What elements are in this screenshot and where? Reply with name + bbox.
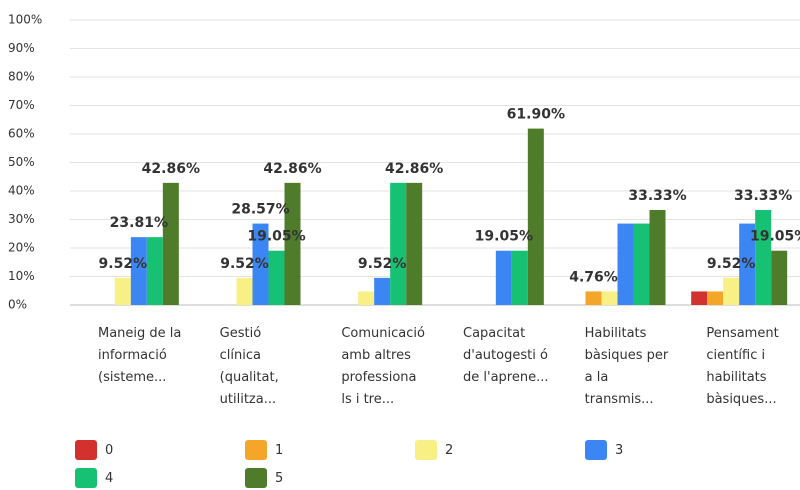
x-tick-label: Maneig de la informació (sisteme...: [98, 326, 182, 385]
y-tick-label: 60%: [8, 127, 35, 141]
bar: [236, 277, 253, 305]
legend-swatch: [75, 468, 97, 488]
legend-swatch: [245, 468, 267, 488]
bar: [601, 291, 618, 305]
y-tick-label: 90%: [8, 41, 35, 55]
bar: [617, 223, 634, 305]
y-tick-label: 100%: [8, 13, 42, 27]
legend-item: 1: [245, 440, 283, 460]
bar: [358, 291, 375, 305]
legend-swatch: [585, 440, 607, 460]
x-tick-label: Habilitats bàsiques per a la transmis...: [584, 326, 669, 407]
legend-label: 2: [445, 442, 454, 458]
legend-item: 0: [75, 440, 113, 460]
data-label: 9.52%: [707, 256, 756, 272]
x-tick-label: Pensament científic i habilitats bàsique…: [706, 326, 779, 407]
bar: [723, 277, 740, 305]
legend-item: 3: [585, 440, 623, 460]
data-label: 28.57%: [231, 202, 289, 218]
data-label: 4.76%: [569, 269, 618, 285]
bar: [755, 210, 772, 305]
bar: [146, 237, 163, 305]
bar: [649, 210, 666, 305]
bar: [406, 182, 423, 305]
bar: [390, 182, 407, 305]
data-label: 42.86%: [385, 161, 443, 177]
legend-label: 1: [275, 442, 284, 458]
y-tick-label: 40%: [8, 184, 35, 198]
y-tick-label: 70%: [8, 98, 35, 112]
legend-swatch: [415, 440, 437, 460]
legend-label: 4: [105, 470, 114, 486]
data-label: 9.52%: [358, 256, 407, 272]
bar: [114, 277, 131, 305]
legend-label: 0: [105, 442, 114, 458]
x-tick-label: Capacitat d'autogesti ó de l'aprene...: [463, 326, 549, 385]
data-label: 61.90%: [507, 107, 565, 123]
x-tick-label: Gestió clínica (qualitat, utilitza...: [219, 326, 279, 407]
x-tick-label: Comunicació amb altres professiona ls i …: [341, 326, 425, 407]
y-tick-label: 30%: [8, 212, 35, 226]
legend-swatch: [245, 440, 267, 460]
bar: [495, 250, 512, 305]
bar: [771, 250, 788, 305]
bar: [739, 223, 756, 305]
bar: [252, 223, 269, 305]
bar: [511, 250, 528, 305]
legend-item: 5: [245, 468, 283, 488]
data-label: 19.05%: [475, 229, 533, 245]
bar: [707, 291, 724, 305]
data-label: 33.33%: [734, 188, 792, 204]
y-tick-label: 0%: [8, 298, 27, 312]
legend-swatch: [75, 440, 97, 460]
y-tick-label: 10%: [8, 269, 35, 283]
data-label: 42.86%: [142, 161, 200, 177]
y-tick-label: 20%: [8, 241, 35, 255]
y-tick-label: 50%: [8, 155, 35, 169]
data-label: 33.33%: [628, 188, 686, 204]
data-label: 9.52%: [99, 256, 148, 272]
data-label: 19.05%: [750, 229, 800, 245]
y-tick-label: 80%: [8, 70, 35, 84]
data-label: 42.86%: [263, 161, 321, 177]
legend-item: 4: [75, 468, 113, 488]
bar: [268, 250, 285, 305]
legend-label: 3: [615, 442, 624, 458]
data-label: 19.05%: [247, 229, 305, 245]
legend-item: 2: [415, 440, 453, 460]
bar: [284, 182, 301, 305]
legend-label: 5: [275, 470, 284, 486]
bar: [374, 277, 391, 305]
bar: [130, 237, 147, 305]
bar: [162, 182, 179, 305]
bar: [527, 128, 544, 305]
bar: [585, 291, 602, 305]
data-label: 23.81%: [110, 215, 168, 231]
bar: [691, 291, 708, 305]
data-label: 9.52%: [220, 256, 269, 272]
bar: [633, 223, 650, 305]
